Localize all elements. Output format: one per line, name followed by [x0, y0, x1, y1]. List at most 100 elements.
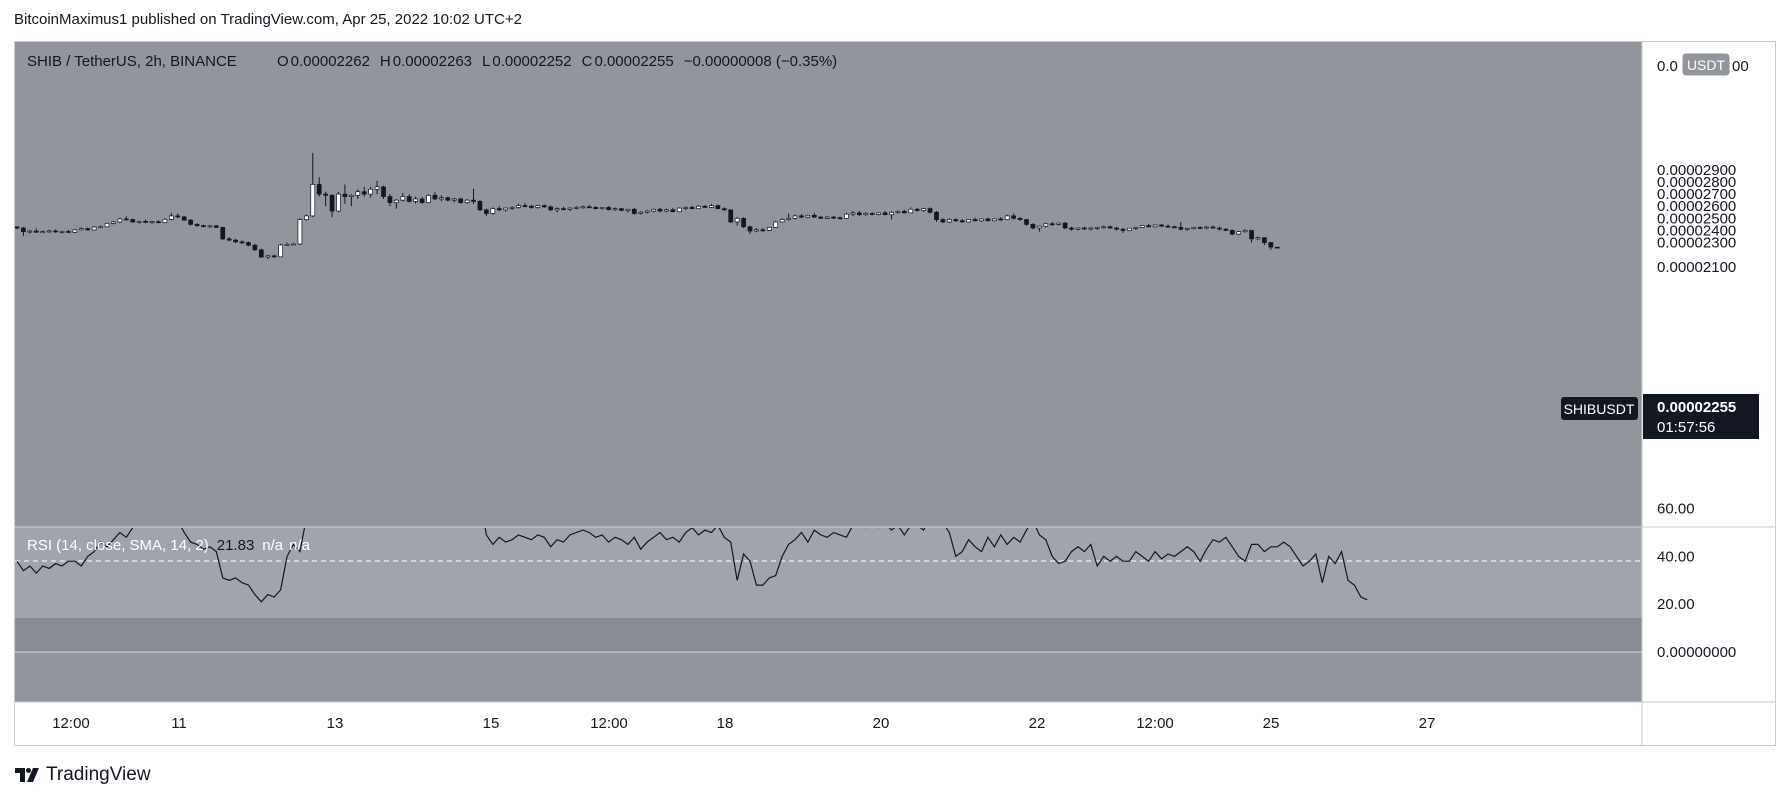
- candle: [111, 220, 116, 225]
- candle-body: [349, 194, 354, 197]
- time-axis[interactable]: 12:00 11 13 15 12:00 18 20 22 12:00 25 27: [52, 715, 1435, 732]
- candle: [1017, 217, 1023, 221]
- candle-body: [406, 196, 412, 202]
- candle-body: [760, 229, 766, 232]
- footer-brand[interactable]: TradingView: [14, 764, 151, 786]
- candle-body: [1037, 225, 1042, 229]
- candle-body: [541, 205, 547, 208]
- candle: [1127, 227, 1132, 232]
- time-tick-label: 15: [483, 715, 500, 732]
- candle-body: [914, 208, 920, 211]
- candle: [426, 194, 431, 204]
- price-tick-label: 0.00002400: [1657, 222, 1736, 239]
- candle-body: [1184, 228, 1190, 230]
- candle-body: [709, 205, 714, 208]
- candle-body: [1024, 219, 1029, 225]
- candle: [927, 207, 933, 214]
- candle-body: [586, 206, 592, 209]
- candle: [1069, 226, 1074, 231]
- candle-body: [336, 193, 341, 212]
- time-tick-label: 13: [327, 715, 344, 732]
- candle-body: [1274, 246, 1280, 249]
- candle: [921, 208, 926, 212]
- candle-body: [316, 184, 322, 195]
- candle: [934, 211, 939, 222]
- candle-body: [175, 215, 181, 218]
- candle-body: [168, 215, 174, 220]
- candle: [136, 220, 142, 224]
- rsi-series: [16, 528, 1368, 603]
- candle-body: [837, 217, 843, 220]
- currency-badge-box[interactable]: [1681, 52, 1731, 77]
- candle: [316, 177, 322, 197]
- candle: [992, 218, 997, 222]
- candle: [1075, 227, 1081, 231]
- time-tick-label: 25: [1263, 715, 1280, 732]
- currency-badge[interactable]: USDT: [1687, 57, 1726, 73]
- candle-body: [1017, 217, 1023, 220]
- chart-svg[interactable]: SHIB / TetherUS, 2h, BINANCE O 0.00002262…: [14, 42, 1775, 745]
- candle-body: [181, 216, 187, 221]
- candle-body: [651, 208, 656, 212]
- candle: [432, 192, 438, 201]
- candle-body: [162, 218, 168, 223]
- candle-body: [567, 207, 573, 210]
- candle-body: [72, 229, 78, 233]
- price-tick-label: 0.00002100: [1657, 259, 1736, 276]
- time-tick-label: 11: [171, 715, 187, 732]
- candle-body: [258, 249, 264, 258]
- candle: [959, 218, 965, 223]
- candle: [940, 218, 946, 224]
- candle: [1159, 223, 1164, 227]
- candle-body: [59, 231, 65, 233]
- candle: [580, 205, 586, 209]
- candle-body: [734, 217, 740, 223]
- candle: [1094, 226, 1100, 230]
- candle-body: [432, 194, 438, 200]
- candle: [747, 225, 753, 235]
- price-tick-label: 0.00002500: [1657, 210, 1736, 227]
- candle-body: [213, 225, 219, 228]
- candle: [709, 203, 714, 209]
- candle: [1184, 228, 1190, 232]
- candle: [117, 217, 123, 224]
- candle: [374, 180, 380, 195]
- candle-body: [934, 211, 939, 220]
- candle: [638, 211, 644, 215]
- candle-body: [844, 213, 849, 219]
- candle-body: [1133, 227, 1139, 229]
- candle-body: [426, 194, 431, 203]
- candle-body: [130, 219, 136, 223]
- candle: [567, 207, 573, 212]
- rsi-axis[interactable]: 60.00 40.00 20.00 0.00000000: [1657, 501, 1736, 661]
- candle: [882, 211, 888, 216]
- bar-countdown: 01:57:56: [1657, 419, 1715, 436]
- candle-body: [156, 221, 161, 224]
- candle: [574, 206, 579, 210]
- candle-body: [696, 205, 701, 209]
- candle-body: [233, 239, 238, 243]
- candle-body: [895, 210, 901, 213]
- candle: [554, 207, 560, 213]
- candle: [908, 207, 914, 214]
- candle-body: [284, 244, 290, 246]
- candle: [683, 206, 689, 210]
- publish-attribution: BitcoinMaximus1 published on TradingView…: [14, 11, 522, 28]
- candle: [676, 207, 682, 213]
- candle-body: [631, 208, 637, 214]
- price-axis[interactable]: 0.0 00 USDT 0.00002100 0.000023000.000024…: [1657, 52, 1749, 276]
- candle: [844, 212, 849, 219]
- candle-body: [529, 205, 534, 208]
- candle-body: [361, 191, 367, 195]
- candle-body: [117, 218, 123, 223]
- candle: [1004, 214, 1010, 221]
- candle-body: [979, 218, 984, 222]
- candle-body: [612, 208, 618, 210]
- candle-body: [721, 208, 727, 211]
- candle-body: [104, 223, 110, 228]
- candle-body: [464, 199, 470, 203]
- candle: [889, 211, 894, 220]
- candle: [972, 217, 978, 222]
- candle-body: [78, 228, 84, 231]
- time-tick-label: 22: [1029, 715, 1046, 732]
